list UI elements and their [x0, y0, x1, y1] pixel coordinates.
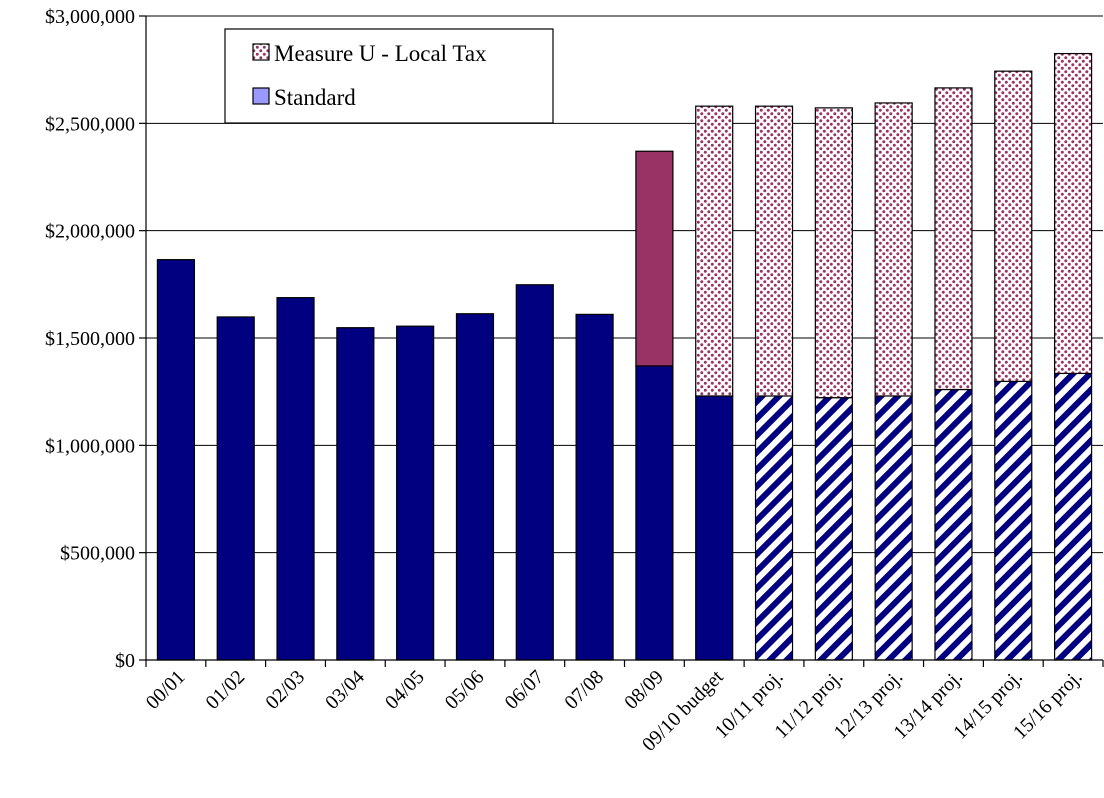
bar-measure-u [754, 105, 794, 397]
y-tick-label: $0 [115, 650, 135, 672]
legend-swatch-standard [252, 87, 270, 105]
legend-label-standard: Standard [274, 85, 356, 110]
bar-measure-u [695, 105, 734, 397]
tick-labels: $0 $500,000 $1,000,000 $1,500,000 $2,000,000… [45, 6, 1087, 756]
bar-standard [814, 397, 853, 661]
x-tick-label: 05/06 [441, 666, 489, 714]
bar-standard [695, 395, 734, 661]
y-tick-label: $3,000,000 [45, 6, 135, 28]
y-tick-label: $500,000 [60, 543, 135, 565]
x-tick-label: 08/09 [620, 666, 668, 714]
y-tick-label: $2,500,000 [45, 113, 135, 135]
bar-standard [455, 313, 495, 661]
bar-standard [934, 388, 973, 661]
y-tick-label: $1,000,000 [45, 435, 135, 457]
bar-standard [396, 325, 435, 661]
bar-standard [336, 327, 375, 661]
y-tick-label: $2,000,000 [45, 221, 135, 243]
x-tick-label: 03/04 [321, 666, 369, 714]
legend-label-measure-u: Measure U - Local Tax [274, 41, 487, 66]
x-tick-label: 00/01 [142, 666, 190, 714]
x-tick-label: 06/07 [501, 666, 549, 714]
legend-swatch-measure-u [252, 43, 270, 61]
x-tick-label: 07/08 [560, 666, 608, 714]
bar-standard [216, 316, 255, 661]
bar-measure-u [934, 87, 973, 391]
bars [156, 52, 1093, 661]
y-tick-label: $1,500,000 [45, 328, 135, 350]
x-tick-label: 01/02 [201, 666, 249, 714]
x-tick-label: 04/05 [381, 666, 429, 714]
legend-box [224, 28, 554, 124]
bar-standard [1053, 372, 1093, 661]
bar-measure-u [635, 150, 674, 367]
legend: Measure U - Local Tax Standard [224, 28, 554, 124]
x-tick-label: 02/03 [261, 666, 309, 714]
bar-standard [635, 365, 674, 661]
axes [139, 15, 1104, 667]
bar-standard [515, 284, 554, 661]
bar-measure-u [994, 70, 1033, 382]
bar-standard [874, 395, 913, 661]
bar-standard [156, 259, 196, 661]
bar-standard [276, 297, 315, 661]
bar-standard [575, 313, 614, 661]
bar-measure-u [1053, 52, 1093, 375]
bar-measure-u [814, 107, 853, 399]
bar-measure-u [874, 102, 913, 397]
bar-standard [994, 380, 1033, 661]
bar-standard [754, 395, 794, 661]
